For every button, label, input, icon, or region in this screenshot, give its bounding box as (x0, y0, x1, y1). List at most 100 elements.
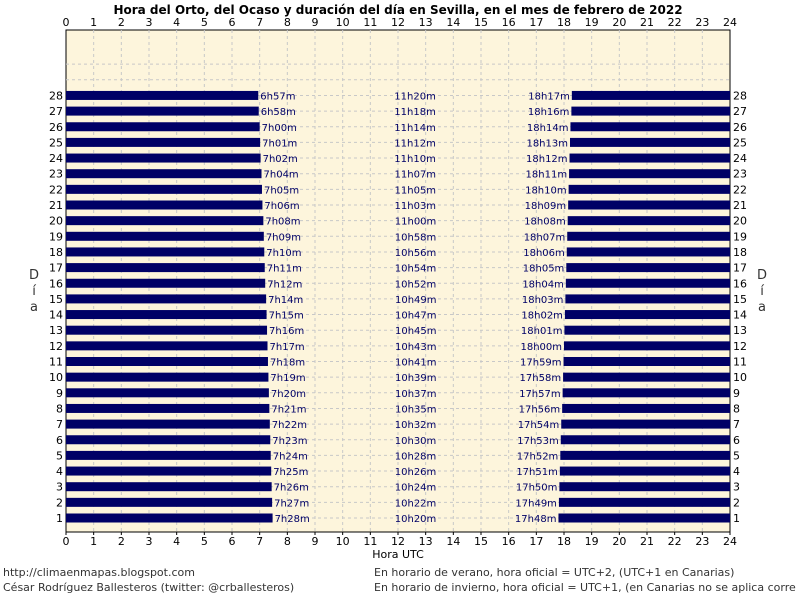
x-tick-top: 14 (446, 16, 460, 29)
y-tick-left: 13 (49, 324, 63, 337)
bar-night-evening (564, 325, 730, 335)
sunrise-label: 7h15m (269, 311, 304, 322)
footer-url[interactable]: http://climaenmapas.blogspot.com (3, 566, 195, 579)
y-tick-right: 26 (733, 121, 747, 134)
y-tick-right: 24 (733, 152, 747, 165)
sunrise-label: 7h09m (266, 232, 301, 243)
bar-night-morning (66, 341, 268, 351)
x-tick-bottom: 0 (63, 535, 70, 548)
y-tick-right: 13 (733, 324, 747, 337)
bar-night-evening (565, 278, 730, 288)
bar-night-evening (563, 372, 730, 382)
x-tick-top: 23 (695, 16, 709, 29)
bar-night-morning (66, 450, 271, 460)
sunrise-label: 7h27m (274, 498, 309, 509)
x-tick-bottom: 23 (695, 535, 709, 548)
sunset-label: 17h58m (520, 373, 562, 384)
x-tick-bottom: 6 (229, 535, 236, 548)
day-length-label: 10h30m (395, 436, 437, 447)
chart-title: Hora del Orto, del Ocaso y duración del … (113, 3, 682, 17)
y-axis-label-char: D (756, 268, 767, 283)
sunset-label: 18h08m (524, 217, 566, 228)
sunrise-label: 7h28m (275, 514, 310, 525)
y-tick-left: 10 (49, 371, 63, 384)
y-tick-right: 17 (733, 262, 747, 275)
y-tick-left: 24 (49, 152, 63, 165)
bar-night-morning (66, 200, 263, 210)
day-length-label: 10h58m (395, 232, 437, 243)
y-tick-right: 27 (733, 105, 747, 118)
bar-night-evening (559, 482, 730, 492)
x-tick-bottom: 20 (612, 535, 626, 548)
y-tick-left: 18 (49, 246, 63, 259)
day-length-label: 11h00m (395, 217, 437, 228)
bar-night-morning (66, 216, 264, 226)
bar-night-evening (560, 450, 730, 460)
y-tick-left: 5 (56, 449, 63, 462)
bar-night-evening (570, 122, 730, 132)
sunrise-label: 7h10m (266, 248, 301, 259)
x-tick-top: 15 (474, 16, 488, 29)
y-tick-left: 16 (49, 277, 63, 290)
y-axis-label-char: í (760, 284, 764, 299)
sunset-label: 18h11m (526, 170, 568, 181)
y-tick-right: 18 (733, 246, 747, 259)
bar-night-morning (66, 513, 273, 523)
y-tick-left: 9 (56, 387, 63, 400)
bar-night-morning (66, 263, 265, 273)
x-tick-top: 13 (419, 16, 433, 29)
y-axis-label-char: a (758, 300, 766, 315)
bar-night-morning (66, 106, 259, 116)
sunset-label: 17h52m (517, 451, 559, 462)
day-length-label: 11h07m (395, 170, 437, 181)
y-axis-label-char: D (28, 268, 39, 283)
y-tick-right: 8 (733, 402, 740, 415)
y-tick-left: 27 (49, 105, 63, 118)
day-length-label: 10h54m (395, 264, 437, 275)
sunset-label: 18h09m (525, 201, 567, 212)
bar-night-evening (565, 294, 730, 304)
y-tick-right: 9 (733, 387, 740, 400)
y-tick-right: 28 (733, 89, 747, 102)
x-tick-top: 16 (502, 16, 516, 29)
y-tick-right: 4 (733, 465, 740, 478)
y-tick-left: 2 (56, 496, 63, 509)
sunrise-label: 7h23m (272, 436, 307, 447)
y-tick-left: 6 (56, 434, 63, 447)
bar-night-morning (66, 247, 265, 257)
x-axis-label: Hora UTC (372, 548, 424, 561)
bar-night-morning (66, 357, 268, 366)
y-tick-left: 25 (49, 136, 63, 149)
x-tick-top: 9 (312, 16, 319, 29)
x-tick-bottom: 12 (391, 535, 405, 548)
sunset-label: 18h17m (528, 91, 570, 102)
x-tick-bottom: 16 (502, 535, 516, 548)
y-tick-right: 16 (733, 277, 747, 290)
sunrise-label: 7h06m (264, 201, 299, 212)
x-tick-top: 0 (63, 16, 70, 29)
y-tick-right: 5 (733, 449, 740, 462)
bar-night-morning (66, 122, 260, 132)
y-tick-left: 26 (49, 121, 63, 134)
bar-night-morning (66, 325, 268, 335)
sunrise-label: 6h58m (261, 107, 296, 118)
bar-night-morning (66, 497, 273, 507)
day-length-label: 10h41m (395, 358, 437, 369)
sunset-label: 18h14m (527, 123, 569, 134)
sunset-label: 18h01m (521, 326, 563, 337)
sunrise-label: 7h08m (265, 217, 300, 228)
sunrise-label: 7h01m (262, 138, 297, 149)
bar-night-evening (569, 137, 730, 147)
y-tick-left: 15 (49, 293, 63, 306)
footer-note-summer: En horario de verano, hora oficial = UTC… (374, 566, 735, 579)
day-length-label: 10h56m (395, 248, 437, 259)
sunrise-label: 7h18m (270, 358, 305, 369)
y-tick-left: 19 (49, 230, 63, 243)
bar-night-morning (66, 466, 272, 476)
sunrise-label: 7h12m (267, 279, 302, 290)
bar-night-morning (66, 372, 269, 382)
x-tick-bottom: 11 (363, 535, 377, 548)
bar-night-morning (66, 388, 269, 398)
